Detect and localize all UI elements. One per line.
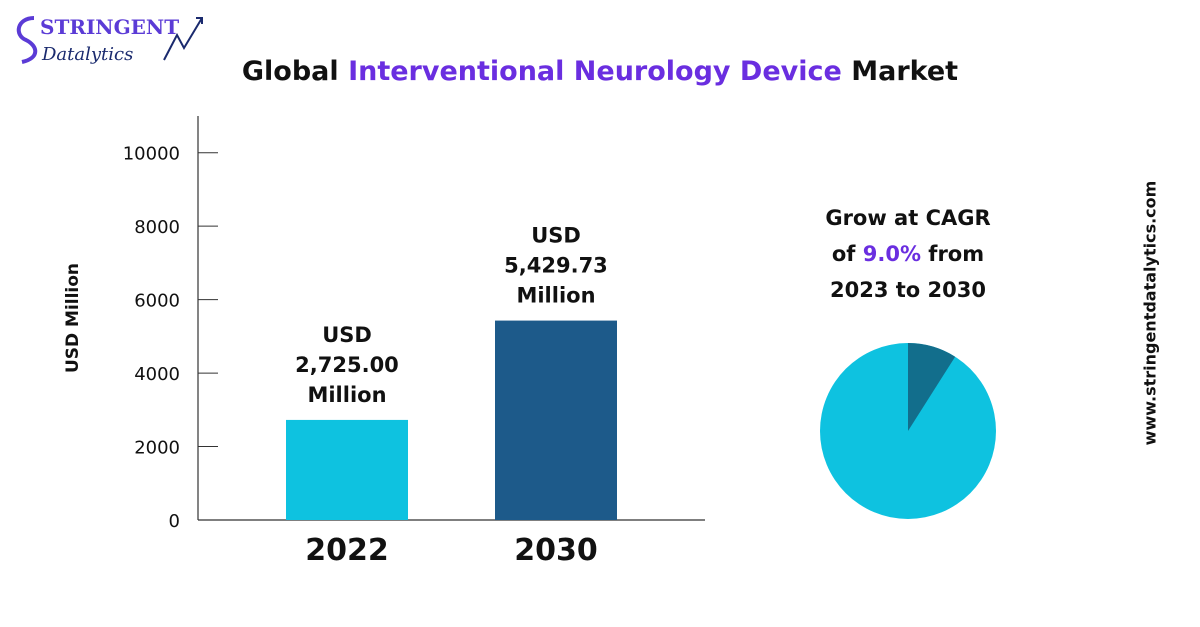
bar-data-label: Million (307, 383, 386, 407)
title-suffix: Market (841, 56, 959, 87)
y-tick-label: 8000 (134, 217, 180, 238)
logo-arrow-icon (163, 17, 203, 61)
bar-data-label: USD (322, 323, 372, 347)
cagr-rate: 9.0% (862, 242, 921, 266)
logo-text-top: STRINGENT (40, 15, 179, 39)
cagr-line-3: 2023 to 2030 (830, 278, 986, 302)
stringent-datalytics-logo: STRINGENT Datalytics (16, 15, 203, 65)
cagr-line-2-suffix: from (921, 242, 985, 266)
pie-cagr-slice (908, 343, 956, 431)
y-axis-label: USD Million (63, 263, 83, 373)
y-tick-label: 2000 (134, 438, 180, 459)
y-tick-label: 10000 (123, 144, 180, 165)
title-highlight: Interventional Neurology Device (348, 56, 842, 87)
bar-data-label: 5,429.73 (504, 254, 608, 278)
bar-2030 (495, 320, 617, 520)
bar-data-label: USD (531, 224, 581, 248)
bar-data-label: Million (516, 284, 595, 308)
website-url: www.stringentdatalytics.com (1140, 180, 1160, 446)
y-tick-label: 6000 (134, 291, 180, 312)
logo-swoosh (16, 16, 38, 64)
y-tick-label: 4000 (134, 364, 180, 385)
title-prefix: Global (241, 56, 349, 87)
bar-2022 (286, 419, 408, 520)
cagr-line-2-prefix: of (831, 242, 863, 266)
page-title: Global Interventional Neurology Device M… (0, 56, 1200, 87)
cagr-line-1: Grow at CAGR (825, 206, 991, 230)
y-tick-label: 0 (169, 511, 180, 532)
logo-text-bottom: Datalytics (41, 44, 133, 65)
cagr-pie-chart (820, 343, 996, 519)
cagr-text: Grow at CAGR of 9.0% from 2023 to 2030 (790, 200, 1026, 308)
cagr-line-2: of 9.0% from (790, 236, 1026, 272)
x-tick-label: 2030 (514, 533, 598, 568)
bar-data-label: 2,725.00 (295, 353, 399, 377)
x-tick-label: 2022 (305, 533, 389, 568)
bar-chart: 0 2000 4000 6000 8000 10000 USD Million 2022 USD… (63, 116, 705, 568)
